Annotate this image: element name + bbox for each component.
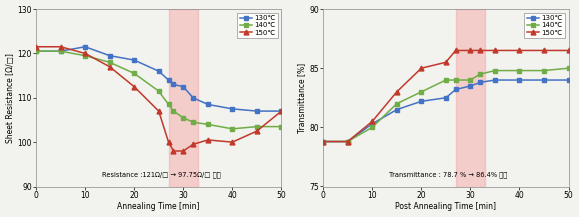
- 140℃: [82, 54, 89, 57]
- 150℃: [106, 65, 113, 68]
- 150℃: [565, 49, 572, 52]
- 150℃: [57, 45, 64, 48]
- 140℃: [180, 117, 187, 119]
- 150℃: [492, 49, 499, 52]
- 150℃: [180, 150, 187, 152]
- 130℃: [516, 79, 523, 81]
- 140℃: [467, 79, 474, 81]
- 150℃: [418, 67, 425, 69]
- 140℃: [541, 69, 548, 72]
- 130℃: [418, 100, 425, 103]
- 150℃: [155, 110, 162, 112]
- X-axis label: Post Annealing Time [min]: Post Annealing Time [min]: [395, 202, 496, 211]
- Text: Transmittance : 78.7 % → 86.4% 개선: Transmittance : 78.7 % → 86.4% 개선: [390, 171, 508, 178]
- Text: Resistance :121Ω/□ → 97.75Ω/□ 개선: Resistance :121Ω/□ → 97.75Ω/□ 개선: [102, 171, 221, 178]
- 130℃: [189, 97, 196, 99]
- 140℃: [278, 125, 285, 128]
- 130℃: [57, 50, 64, 53]
- 130℃: [369, 123, 376, 125]
- 140℃: [565, 67, 572, 69]
- Line: 140℃: 140℃: [34, 49, 284, 131]
- 140℃: [170, 110, 177, 112]
- 140℃: [477, 73, 483, 76]
- 130℃: [541, 79, 548, 81]
- Line: 140℃: 140℃: [321, 66, 571, 144]
- 130℃: [32, 50, 39, 53]
- Line: 130℃: 130℃: [34, 45, 284, 113]
- 130℃: [155, 70, 162, 72]
- 140℃: [442, 79, 449, 81]
- 130℃: [344, 140, 351, 143]
- 150℃: [442, 61, 449, 64]
- 130℃: [565, 79, 572, 81]
- 150℃: [82, 52, 89, 55]
- Line: 130℃: 130℃: [321, 78, 571, 144]
- 150℃: [131, 85, 138, 88]
- 140℃: [320, 140, 327, 143]
- 140℃: [131, 72, 138, 75]
- 150℃: [344, 140, 351, 143]
- 140℃: [492, 69, 499, 72]
- 130℃: [467, 85, 474, 87]
- 130℃: [106, 54, 113, 57]
- 140℃: [106, 61, 113, 64]
- 140℃: [393, 102, 400, 105]
- 150℃: [32, 45, 39, 48]
- 140℃: [344, 140, 351, 143]
- 130℃: [452, 88, 459, 91]
- 130℃: [82, 45, 89, 48]
- 130℃: [229, 108, 236, 110]
- 150℃: [541, 49, 548, 52]
- 140℃: [418, 90, 425, 93]
- 130℃: [165, 79, 172, 81]
- 150℃: [516, 49, 523, 52]
- 150℃: [467, 49, 474, 52]
- Line: 150℃: 150℃: [34, 44, 284, 153]
- Legend: 130℃, 140℃, 150℃: 130℃, 140℃, 150℃: [524, 13, 565, 38]
- Bar: [168, 9, 198, 186]
- 130℃: [492, 79, 499, 81]
- 150℃: [165, 141, 172, 143]
- Bar: [456, 9, 485, 186]
- 130℃: [320, 140, 327, 143]
- 150℃: [369, 120, 376, 123]
- 150℃: [189, 143, 196, 146]
- 130℃: [477, 81, 483, 84]
- 150℃: [278, 110, 285, 112]
- 130℃: [170, 83, 177, 86]
- 140℃: [155, 90, 162, 92]
- 150℃: [170, 150, 177, 152]
- 140℃: [165, 103, 172, 106]
- Y-axis label: Transmittance [%]: Transmittance [%]: [298, 63, 306, 133]
- 150℃: [254, 130, 261, 132]
- Legend: 130℃, 140℃, 150℃: 130℃, 140℃, 150℃: [237, 13, 278, 38]
- 140℃: [57, 50, 64, 53]
- 140℃: [189, 121, 196, 123]
- 130℃: [180, 85, 187, 88]
- Line: 150℃: 150℃: [321, 48, 571, 144]
- 140℃: [369, 126, 376, 129]
- 130℃: [254, 110, 261, 112]
- 130℃: [204, 103, 211, 106]
- 140℃: [452, 79, 459, 81]
- X-axis label: Annealing Time [min]: Annealing Time [min]: [118, 202, 200, 211]
- 140℃: [254, 125, 261, 128]
- 140℃: [229, 128, 236, 130]
- 150℃: [320, 140, 327, 143]
- 150℃: [229, 141, 236, 143]
- 130℃: [442, 97, 449, 99]
- Y-axis label: Sheet Resistance [Ω/□]: Sheet Resistance [Ω/□]: [6, 53, 14, 143]
- 130℃: [131, 59, 138, 61]
- 140℃: [204, 123, 211, 126]
- 140℃: [516, 69, 523, 72]
- 130℃: [278, 110, 285, 112]
- 150℃: [204, 139, 211, 141]
- 150℃: [393, 90, 400, 93]
- 150℃: [477, 49, 483, 52]
- 140℃: [32, 50, 39, 53]
- 150℃: [452, 49, 459, 52]
- 130℃: [393, 108, 400, 111]
